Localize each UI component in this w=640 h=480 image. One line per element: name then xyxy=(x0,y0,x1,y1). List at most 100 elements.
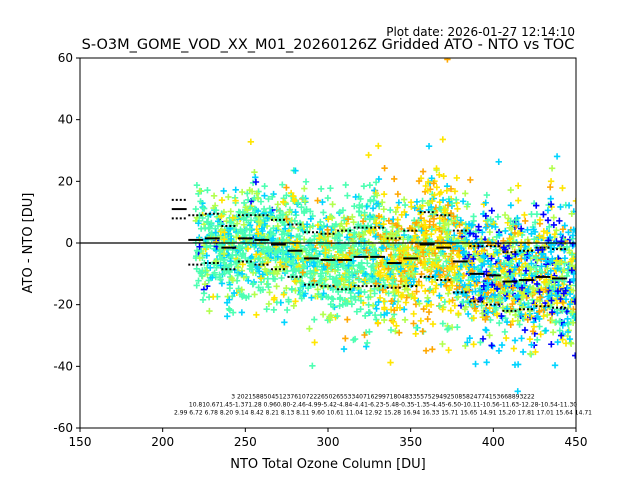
scatter-point xyxy=(221,250,228,257)
scatter-point xyxy=(568,267,576,274)
scatter-point xyxy=(307,244,315,251)
scatter-point xyxy=(514,317,522,324)
scatter-point xyxy=(319,198,326,206)
scatter-point xyxy=(466,280,473,288)
scatter-point xyxy=(257,198,265,205)
scatter-point xyxy=(221,229,228,236)
scatter-point xyxy=(342,273,350,281)
scatter-point xyxy=(435,271,442,279)
scatter-point xyxy=(301,198,309,205)
scatter-point xyxy=(381,164,388,172)
x-tick-label: 150 xyxy=(69,435,92,449)
scatter-point xyxy=(290,302,297,309)
scatter-point xyxy=(449,247,457,255)
scatter-point xyxy=(511,263,518,271)
scatter-point xyxy=(329,201,336,208)
scatter-point xyxy=(569,308,576,316)
scatter-point xyxy=(554,287,562,295)
scatter-point xyxy=(419,168,427,175)
scatter-point xyxy=(395,199,403,206)
scatter-point xyxy=(424,315,431,323)
scatter-point xyxy=(387,306,395,313)
scatter-point xyxy=(229,309,237,316)
scatter-point xyxy=(397,265,405,273)
scatter-point xyxy=(292,287,299,294)
scatter-point xyxy=(360,183,368,190)
scatter-point xyxy=(503,318,511,326)
scatter-point xyxy=(446,298,453,305)
scatter-point xyxy=(406,224,414,232)
scatter-point xyxy=(422,182,429,190)
scatter-point xyxy=(348,300,356,308)
scatter-point xyxy=(365,301,372,309)
scatter-point xyxy=(429,346,436,353)
scatter-point xyxy=(433,184,441,191)
scatter-point xyxy=(536,232,543,240)
scatter-point xyxy=(524,226,531,234)
scatter-point xyxy=(265,195,272,203)
scatter-point xyxy=(218,212,225,220)
scatter-point xyxy=(350,336,357,344)
scatter-point xyxy=(443,282,450,289)
scatter-point xyxy=(548,165,556,172)
scatter-point xyxy=(554,338,561,346)
scatter-point xyxy=(557,332,565,339)
scatter-point xyxy=(427,203,435,211)
scatter-point xyxy=(276,246,283,253)
scatter-point xyxy=(506,260,514,267)
y-axis: -60 -40 -20 0 20 40 60 xyxy=(53,51,80,435)
scatter-point xyxy=(456,253,463,260)
scatter-point xyxy=(559,226,567,233)
scatter-point xyxy=(498,341,506,349)
scatter-point xyxy=(443,258,450,265)
scatter-point xyxy=(391,292,399,299)
scatter-point xyxy=(320,209,327,216)
scatter-point xyxy=(453,174,461,182)
scatter-point xyxy=(436,199,443,206)
scatter-point xyxy=(312,293,319,300)
scatter-point xyxy=(551,244,558,252)
scatter-point xyxy=(522,217,529,225)
scatter-point xyxy=(332,253,340,261)
scatter-point xyxy=(400,247,407,254)
scatter-point xyxy=(439,320,447,327)
scatter-point xyxy=(336,208,344,216)
scatter-point xyxy=(193,182,201,189)
scatter-point xyxy=(197,198,204,205)
scatter-point xyxy=(255,230,262,237)
scatter-point xyxy=(464,339,471,346)
scatter-point xyxy=(331,223,338,230)
scatter-point xyxy=(370,267,377,274)
scatter-point xyxy=(325,315,333,322)
scatter-point xyxy=(274,201,281,208)
scatter-point xyxy=(483,268,490,275)
scatter-point xyxy=(233,220,241,227)
scatter-point xyxy=(429,320,437,328)
scatter-point xyxy=(381,306,388,313)
scatter-point xyxy=(533,280,541,288)
scatter-point xyxy=(436,233,443,241)
scatter-point xyxy=(498,312,505,320)
scatter-point xyxy=(205,225,212,232)
scatter-point xyxy=(223,299,231,306)
bin-stats-row: 10.810.671.45-1.371.28 0.960.80-2.46-4.9… xyxy=(189,402,577,409)
scatter-point xyxy=(308,294,315,301)
scatter-point xyxy=(478,294,485,302)
scatter-point xyxy=(548,317,556,324)
scatter-point xyxy=(497,274,505,281)
scatter-point xyxy=(517,225,525,232)
scatter-point xyxy=(428,278,436,286)
scatter-point xyxy=(506,268,513,275)
scatter-point xyxy=(424,294,431,302)
scatter-point xyxy=(355,208,363,215)
scatter-point xyxy=(374,270,382,278)
scatter-point xyxy=(320,263,327,270)
scatter-point xyxy=(569,232,576,239)
scatter-point xyxy=(518,284,526,292)
scatter-point xyxy=(439,196,447,204)
scatter-point xyxy=(263,267,270,275)
scatter-point xyxy=(572,352,576,359)
scatter-point xyxy=(361,331,368,339)
scatter-point xyxy=(317,238,324,246)
scatter-point xyxy=(448,217,455,225)
